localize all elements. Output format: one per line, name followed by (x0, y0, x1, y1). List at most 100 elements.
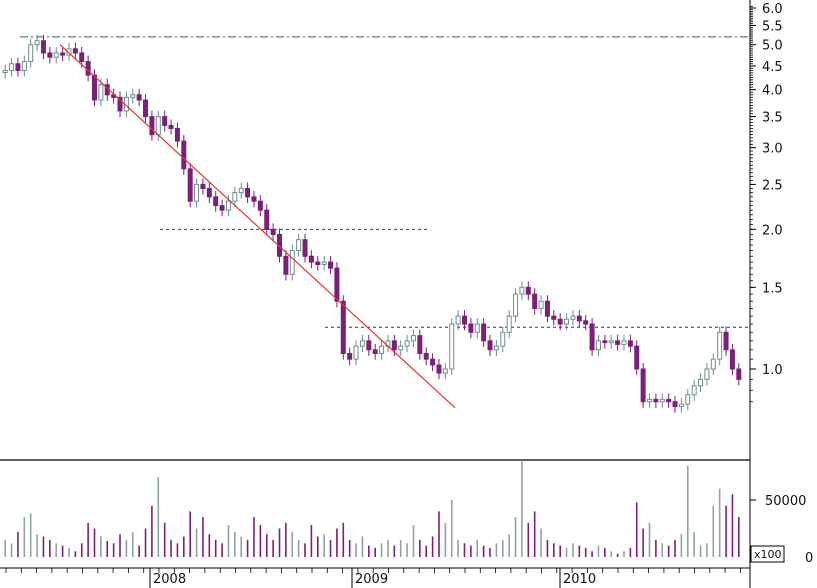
candle (136, 94, 142, 101)
candle (245, 187, 251, 198)
candle (519, 286, 525, 295)
year-label: 2008 (153, 572, 186, 587)
candle (372, 349, 378, 354)
candle (168, 124, 174, 129)
candle (410, 335, 416, 342)
candle (659, 398, 665, 403)
candle (487, 340, 493, 351)
candle (302, 239, 308, 257)
candle (53, 52, 59, 58)
price-tick-label: 4.5 (762, 60, 783, 75)
candle (72, 48, 78, 54)
candle (538, 300, 544, 310)
price-tick-label: 3.0 (762, 142, 783, 157)
volume-bars (4, 460, 740, 557)
candle (2, 69, 8, 74)
candle (28, 44, 34, 63)
candle (678, 403, 684, 408)
candle (627, 340, 633, 347)
candle (391, 340, 397, 351)
candle (130, 94, 136, 98)
candle (640, 368, 646, 403)
candle (206, 187, 212, 198)
candle (340, 300, 346, 354)
year-label: 2009 (355, 572, 388, 587)
candle (181, 140, 187, 170)
candle (729, 349, 735, 370)
candle (576, 315, 582, 322)
candle (404, 340, 410, 347)
candle (698, 378, 704, 387)
price-tick-label: 5.0 (762, 39, 783, 54)
candle (685, 394, 691, 405)
price-tick-label: 3.5 (762, 111, 783, 126)
candle (219, 205, 225, 211)
price-tick-label: 2.0 (762, 223, 783, 238)
candle (506, 315, 512, 333)
candle (366, 340, 372, 351)
candle (315, 261, 321, 265)
volume-multiplier-label: x100 (754, 548, 782, 561)
candle (704, 368, 710, 380)
candle (525, 286, 531, 295)
candle (449, 323, 455, 370)
candle (564, 318, 570, 325)
volume-tick-label: 0 (805, 551, 813, 566)
candle (589, 323, 595, 351)
candle (79, 52, 85, 63)
price-axis-ticks: 6.0 5.5 5.0 4.5 4.0 3.5 3.0 2.5 2.0 1.5 1.0 (750, 2, 783, 403)
candle (430, 358, 436, 366)
candle (474, 323, 480, 333)
candle (672, 401, 678, 408)
candle (155, 116, 161, 136)
candle (353, 345, 359, 360)
candle (481, 323, 487, 342)
price-tick-label: 1.0 (762, 363, 783, 378)
candle (513, 293, 519, 317)
candle (40, 40, 46, 54)
candle (423, 352, 429, 360)
candle (149, 116, 155, 136)
candle (436, 364, 442, 374)
candle (308, 255, 314, 263)
price-tick-label: 1.5 (762, 281, 783, 296)
candle (717, 331, 723, 360)
candle (334, 267, 340, 302)
reference-lines (20, 36, 750, 328)
volume-multiplier-box (750, 545, 785, 563)
candle (289, 250, 295, 275)
candle (200, 183, 206, 189)
candle (321, 261, 327, 265)
candle (296, 239, 302, 252)
candle (691, 385, 697, 396)
candle (634, 345, 640, 370)
candle (328, 261, 334, 269)
candle (653, 398, 659, 403)
candle (500, 331, 506, 347)
candle (379, 345, 385, 354)
candle (493, 345, 499, 351)
candle (347, 352, 353, 360)
candle (583, 320, 589, 325)
candle (736, 368, 742, 380)
candle (462, 315, 467, 325)
candle (194, 183, 200, 202)
candle (468, 323, 474, 333)
candle (21, 61, 27, 71)
candle (238, 187, 244, 194)
candle (595, 340, 601, 351)
candle (98, 84, 104, 101)
candle (232, 192, 238, 202)
candle (9, 63, 15, 71)
candle (723, 331, 729, 351)
candle (213, 196, 219, 207)
year-label: 2010 (563, 572, 596, 587)
downtrend-line (59, 44, 456, 409)
candle (117, 96, 123, 112)
candle (60, 52, 66, 56)
candle (647, 398, 652, 403)
price-tick-label: 4.0 (762, 84, 783, 99)
price-bars (2, 34, 742, 413)
candle (621, 340, 627, 345)
